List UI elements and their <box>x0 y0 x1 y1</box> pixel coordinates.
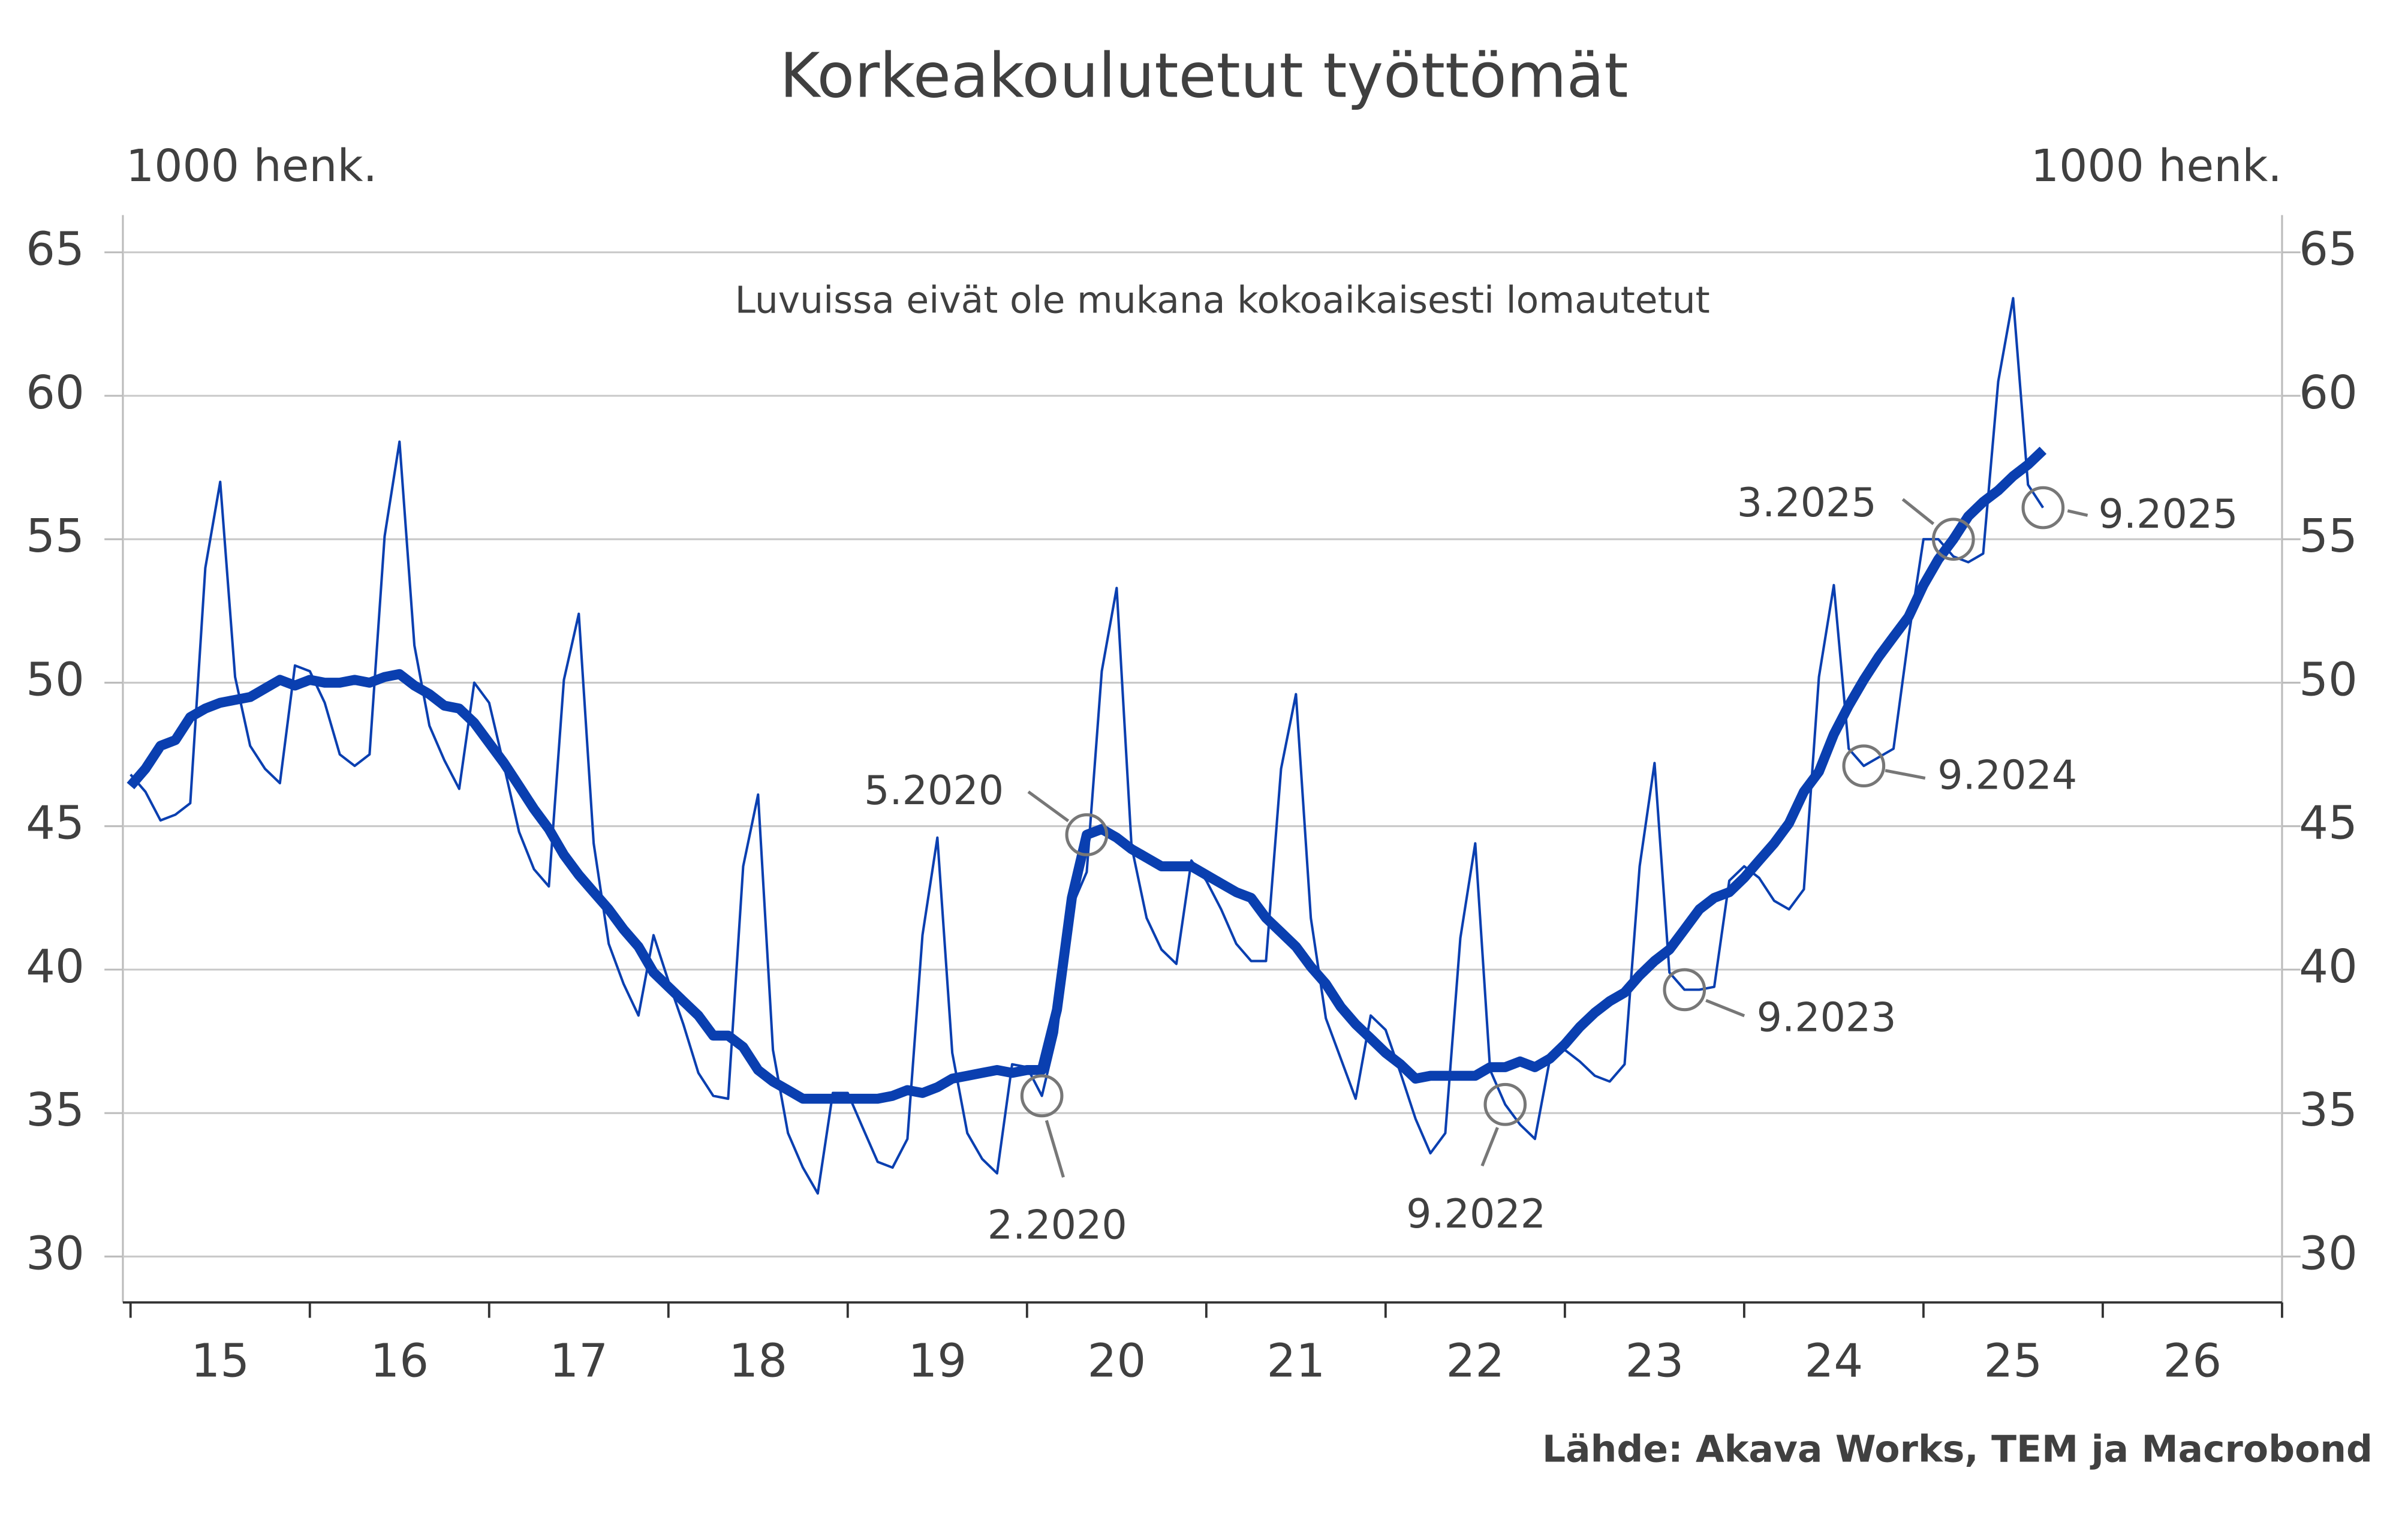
y-tick-label: 50 <box>26 653 85 706</box>
x-tick-label: 20 <box>1087 1334 1146 1388</box>
data-line <box>130 297 2045 1195</box>
annotation-label: 9.2024 <box>1937 752 2077 799</box>
annotation-leader <box>2067 509 2088 517</box>
annotation-leader <box>1045 1120 1065 1178</box>
y-tick-label: 45 <box>26 797 85 850</box>
y2-tick-label: 35 <box>2299 1084 2358 1137</box>
x-tick-label: 18 <box>729 1334 787 1388</box>
annotation-circle <box>1020 1074 1064 1118</box>
y2-tick-label: 65 <box>2299 223 2358 276</box>
x-tick-label: 19 <box>908 1334 967 1388</box>
y2-tick-label: 55 <box>2299 510 2358 563</box>
y2-axis-label: 1000 henk. <box>2031 140 2282 192</box>
data-line <box>127 446 2047 1104</box>
y-tick-label: 55 <box>26 510 85 563</box>
x-tick-label: 26 <box>2163 1334 2222 1388</box>
annotation-label: 2.2020 <box>988 1202 1127 1249</box>
y-tick-label: 65 <box>26 223 85 276</box>
annotation-leader <box>1027 790 1070 823</box>
annotation-label: 9.2022 <box>1406 1190 1546 1237</box>
annotation-circle <box>1065 813 1109 856</box>
annotation-label: 9.2025 <box>2099 491 2238 537</box>
y2-tick-label: 30 <box>2299 1227 2358 1280</box>
y2-tick-label: 60 <box>2299 366 2358 420</box>
annotation-leader <box>1480 1127 1499 1167</box>
chart-title: Korkeakoulutetut työttömät <box>779 40 1628 112</box>
y-tick-label: 30 <box>26 1227 85 1280</box>
x-tick-label: 15 <box>191 1334 249 1388</box>
annotation-label: 9.2023 <box>1757 994 1897 1041</box>
y-tick-label: 60 <box>26 366 85 420</box>
annotation-leader <box>1885 769 1926 780</box>
note: Luvuissa eivät ole mukana kokoaikaisesti… <box>735 279 1710 322</box>
annotation-circle <box>1931 518 1975 561</box>
y2-tick-label: 40 <box>2299 940 2358 994</box>
source: Lähde: Akava Works, TEM ja Macrobond <box>1542 1428 2373 1470</box>
x-tick-label: 23 <box>1626 1334 1684 1388</box>
annotation-circle <box>1663 968 1706 1012</box>
x-tick-label: 24 <box>1805 1334 1864 1388</box>
annotation-label: 3.2025 <box>1737 479 1877 526</box>
annotation-label: 5.2020 <box>864 767 1004 814</box>
y2-tick-label: 45 <box>2299 797 2358 850</box>
annotation-circle <box>2021 486 2065 530</box>
x-tick-label: 25 <box>1984 1334 2043 1388</box>
annotation-circle <box>1483 1082 1527 1126</box>
x-tick-label: 21 <box>1266 1334 1325 1388</box>
annotation-leader <box>1705 998 1745 1018</box>
y2-tick-label: 50 <box>2299 653 2358 706</box>
x-tick-label: 17 <box>549 1334 608 1388</box>
x-tick-label: 16 <box>370 1334 429 1388</box>
y-tick-label: 40 <box>26 940 85 994</box>
annotation-leader <box>1901 498 1935 525</box>
y-axis-label: 1000 henk. <box>126 140 377 192</box>
x-tick-label: 22 <box>1446 1334 1504 1388</box>
annotation-circle <box>1842 744 1886 788</box>
y-tick-label: 35 <box>26 1084 85 1137</box>
